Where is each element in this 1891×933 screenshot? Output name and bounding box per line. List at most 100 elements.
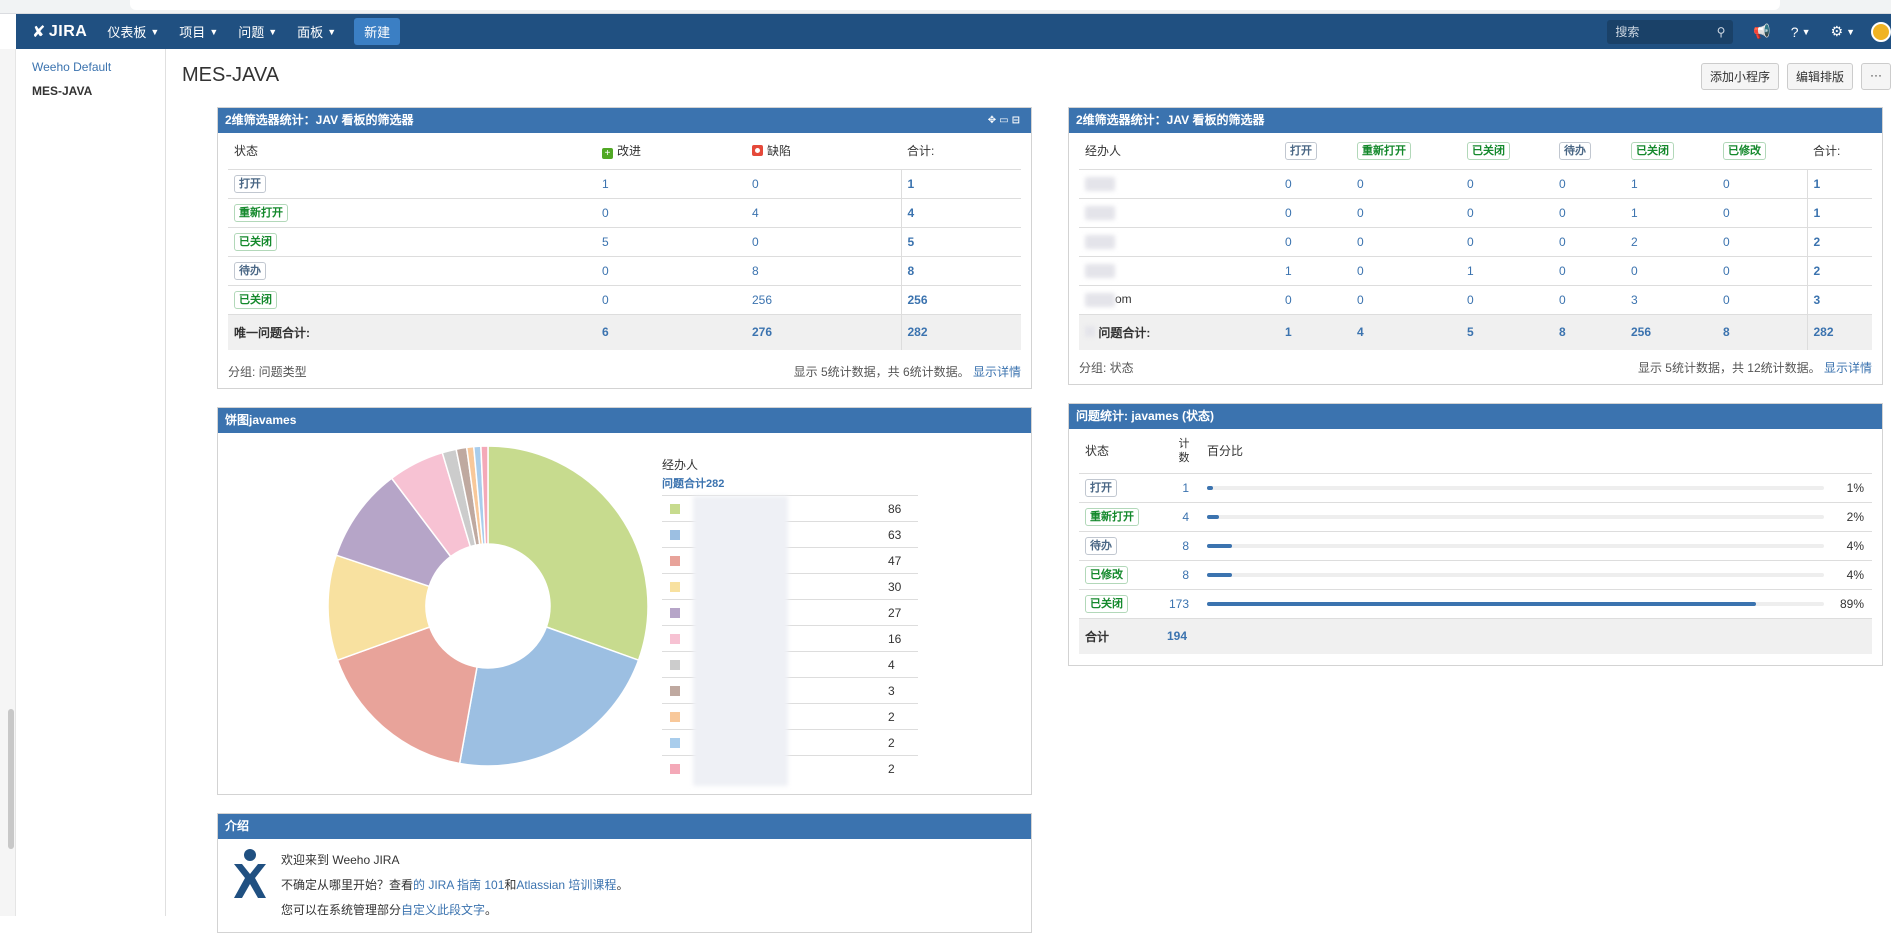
row-total[interactable]: 256 (900, 284, 1021, 314)
maximize-icon[interactable]: ▭ (999, 115, 1012, 126)
legend-row[interactable]: 63 (662, 521, 918, 547)
status-count[interactable]: 0 (1461, 197, 1553, 227)
status-count[interactable]: 0 (1625, 255, 1717, 285)
status-lozenge[interactable]: 待办 (1559, 141, 1591, 160)
status-count[interactable]: 0 (1717, 255, 1807, 285)
status-count[interactable]: 0 (1461, 226, 1553, 256)
legend-row[interactable]: 4 (662, 651, 918, 677)
jira-101-link[interactable]: 的 JIRA 指南 101 (413, 878, 505, 892)
status-lozenge[interactable]: 已关闭 (1631, 141, 1674, 160)
feedback-icon[interactable]: 📢 (1753, 23, 1771, 39)
row-total[interactable]: 1 (1806, 168, 1872, 198)
status-count[interactable]: 0 (1279, 168, 1351, 198)
sum-count[interactable]: 4 (1351, 313, 1461, 350)
avatar[interactable] (1871, 21, 1891, 42)
status-count[interactable]: 0 (1279, 284, 1351, 314)
status-lozenge[interactable]: 打开 (1085, 478, 1117, 497)
sum-count[interactable]: 1 (1279, 313, 1351, 350)
status-count[interactable]: 0 (1351, 197, 1461, 227)
sum-bug[interactable]: 276 (746, 313, 901, 350)
status-count[interactable]: 0 (1351, 168, 1461, 198)
legend-row[interactable]: 47 (662, 547, 918, 573)
improvement-count[interactable]: 0 (596, 284, 746, 314)
status-count[interactable]: 1 (1625, 168, 1717, 198)
status-lozenge[interactable]: 已关闭 (234, 232, 277, 251)
status-count[interactable]: 2 (1625, 226, 1717, 256)
status-count[interactable]: 0 (1279, 197, 1351, 227)
row-total[interactable]: 2 (1806, 255, 1872, 285)
scrollbar[interactable] (8, 709, 14, 849)
status-lozenge[interactable]: 重新打开 (1085, 507, 1139, 526)
sum-count[interactable]: 8 (1553, 313, 1625, 350)
nav-dashboards[interactable]: 仪表板 ▼ (107, 22, 159, 41)
sum-improvement[interactable]: 6 (596, 313, 746, 350)
pie-slice[interactable] (487, 446, 649, 662)
status-count[interactable]: 0 (1717, 284, 1807, 314)
show-details-link[interactable]: 显示详情 (972, 365, 1021, 379)
status-lozenge[interactable]: 打开 (234, 174, 266, 193)
bug-count[interactable]: 256 (746, 284, 901, 314)
move-icon[interactable]: ✥ (987, 115, 1000, 126)
pie-slice[interactable] (336, 626, 478, 765)
status-count[interactable]: 0 (1717, 168, 1807, 198)
jira-logo[interactable]: ✘ JIRA (32, 22, 87, 42)
more-actions-button[interactable]: ··· (1861, 63, 1891, 90)
status-count[interactable]: 0 (1351, 226, 1461, 256)
row-total[interactable]: 5 (900, 226, 1021, 256)
legend-row[interactable]: 27 (662, 599, 918, 625)
status-lozenge[interactable]: 重新打开 (1357, 141, 1411, 160)
improvement-count[interactable]: 5 (596, 226, 746, 256)
bug-count[interactable]: 0 (746, 168, 901, 198)
status-count[interactable]: 1 (1461, 255, 1553, 285)
pie-slice[interactable] (458, 626, 640, 767)
legend-row[interactable]: 30 (662, 573, 918, 599)
bug-count[interactable]: 0 (746, 226, 901, 256)
status-count[interactable]: 0 (1553, 284, 1625, 314)
assignee-name[interactable]: om (1115, 292, 1132, 307)
row-total[interactable]: 1 (1806, 197, 1872, 227)
status-count[interactable]: 0 (1461, 168, 1553, 198)
pie-slice[interactable] (480, 446, 489, 545)
status-count[interactable]: 1 (1279, 255, 1351, 285)
sum-count[interactable]: 194 (1161, 617, 1201, 654)
bug-count[interactable]: 8 (746, 255, 901, 285)
issue-count[interactable]: 4 (1161, 501, 1201, 531)
status-count[interactable]: 0 (1553, 255, 1625, 285)
row-total[interactable]: 4 (900, 197, 1021, 227)
sum-count[interactable]: 256 (1625, 313, 1717, 350)
customize-text-link[interactable]: 自定义此段文字 (401, 903, 486, 917)
address-bar[interactable] (130, 0, 1780, 10)
improvement-count[interactable]: 0 (596, 255, 746, 285)
legend-row[interactable]: 3 (662, 677, 918, 703)
search-input[interactable]: 搜索 ⚲ (1607, 19, 1734, 44)
add-gadget-button[interactable]: 添加小程序 (1700, 63, 1779, 90)
status-count[interactable]: 0 (1351, 255, 1461, 285)
edit-layout-button[interactable]: 编辑排版 (1786, 63, 1853, 90)
status-count[interactable]: 0 (1553, 168, 1625, 198)
row-total[interactable]: 3 (1806, 284, 1872, 314)
issue-count[interactable]: 8 (1161, 530, 1201, 560)
show-details-link[interactable]: 显示详情 (1823, 361, 1872, 375)
status-count[interactable]: 3 (1625, 284, 1717, 314)
create-button[interactable]: 新建 (354, 18, 401, 45)
help-icon[interactable]: ? ▼ (1790, 23, 1811, 40)
atlassian-training-link[interactable]: Atlassian 培训课程 (516, 878, 617, 892)
nav-issues[interactable]: 问题 ▼ (238, 22, 277, 41)
minimize-icon[interactable]: ⊟ (1011, 115, 1023, 126)
sum-count[interactable]: 5 (1461, 313, 1553, 350)
bug-count[interactable]: 4 (746, 197, 901, 227)
status-count[interactable]: 0 (1553, 226, 1625, 256)
sidebar-item-weeho-default[interactable]: Weeho Default (32, 60, 112, 74)
sum-total[interactable]: 282 (900, 313, 1021, 350)
status-count[interactable]: 0 (1717, 197, 1807, 227)
issue-count[interactable]: 173 (1161, 588, 1201, 618)
sum-total[interactable]: 282 (1806, 313, 1872, 350)
status-lozenge[interactable]: 重新打开 (234, 203, 288, 222)
row-total[interactable]: 1 (900, 168, 1021, 198)
status-lozenge[interactable]: 已修改 (1085, 565, 1128, 584)
status-lozenge[interactable]: 待办 (1085, 536, 1117, 555)
status-count[interactable]: 1 (1625, 197, 1717, 227)
legend-row[interactable]: 16 (662, 625, 918, 651)
row-total[interactable]: 2 (1806, 226, 1872, 256)
issue-count[interactable]: 8 (1161, 559, 1201, 589)
